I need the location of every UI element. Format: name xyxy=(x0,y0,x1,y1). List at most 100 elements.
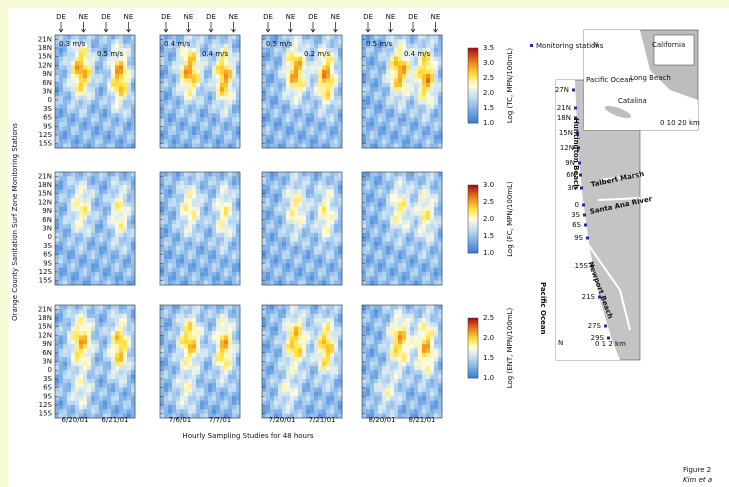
heat-cell xyxy=(386,100,391,105)
heat-cell xyxy=(115,309,120,314)
heat-cell xyxy=(75,117,80,123)
heat-cell xyxy=(290,100,295,105)
heat-cell xyxy=(168,219,173,225)
heat-cell xyxy=(123,113,128,118)
heat-cell xyxy=(123,180,128,186)
heat-cell xyxy=(55,139,60,144)
heat-cell xyxy=(71,309,76,314)
heat-cell xyxy=(99,365,104,371)
heat-cell xyxy=(402,130,407,136)
heat-cell xyxy=(196,69,201,75)
heat-cell xyxy=(418,82,423,88)
heat-cell xyxy=(83,370,88,375)
heat-cell xyxy=(398,271,403,277)
heat-cell xyxy=(262,263,267,268)
station-label: 0 xyxy=(48,366,52,374)
heat-cell xyxy=(394,276,399,281)
heat-cell xyxy=(119,130,124,136)
heat-cell xyxy=(107,374,112,380)
heat-cell xyxy=(111,35,116,40)
heat-cell xyxy=(95,215,100,221)
heat-cell xyxy=(262,258,267,264)
heat-cell xyxy=(99,258,104,264)
heat-cell xyxy=(87,193,92,199)
heat-cell xyxy=(180,143,185,149)
heat-cell xyxy=(212,121,217,127)
heat-cell xyxy=(107,206,112,212)
heat-cell xyxy=(390,211,395,216)
heat-cell xyxy=(188,134,193,140)
heat-cell xyxy=(91,370,96,375)
heat-cell xyxy=(127,87,132,92)
heat-cell xyxy=(103,52,108,58)
heat-cell xyxy=(192,104,197,110)
heat-cell xyxy=(87,104,92,110)
heat-cell xyxy=(274,198,279,203)
heat-cell xyxy=(188,121,193,127)
heat-cell xyxy=(119,365,124,371)
heat-cell xyxy=(131,56,136,62)
heat-cell xyxy=(127,335,132,341)
heat-cell xyxy=(123,228,128,234)
heat-cell xyxy=(71,134,76,140)
heat-cell xyxy=(119,241,124,247)
heat-cell xyxy=(184,117,189,123)
heat-cell xyxy=(438,250,443,255)
heat-cell xyxy=(79,326,84,332)
heat-cell xyxy=(75,331,80,336)
heat-cell xyxy=(306,130,311,136)
heat-cell xyxy=(59,39,64,44)
heat-cell xyxy=(220,113,225,118)
heat-cell xyxy=(208,313,213,319)
heat-cell xyxy=(402,95,407,101)
heat-cell xyxy=(127,95,132,101)
heat-cell xyxy=(164,318,169,323)
heat-cell xyxy=(236,185,241,190)
heat-cell xyxy=(338,198,343,203)
heat-cell xyxy=(430,113,435,118)
heat-cell xyxy=(160,82,165,88)
heat-cell xyxy=(95,391,100,397)
heat-cell xyxy=(71,180,76,186)
heat-cell xyxy=(67,108,72,114)
heat-cell xyxy=(266,228,271,234)
heat-cell xyxy=(91,91,96,97)
heat-cell xyxy=(200,48,205,53)
heat-cell xyxy=(262,139,267,144)
heat-cell xyxy=(111,228,116,234)
heat-cell xyxy=(176,280,181,286)
heat-cell xyxy=(220,126,225,131)
heat-cell xyxy=(176,48,181,53)
heat-cell xyxy=(59,82,64,88)
heat-cell xyxy=(236,65,241,71)
heat-cell xyxy=(115,43,120,49)
heat-cell xyxy=(83,374,88,380)
heat-cell xyxy=(318,276,323,281)
heat-cell xyxy=(180,95,185,101)
heat-cell xyxy=(200,91,205,97)
heat-cell xyxy=(236,313,241,319)
heat-cell xyxy=(164,82,169,88)
heat-cell xyxy=(55,387,60,393)
heat-cell xyxy=(286,65,291,71)
heat-cell xyxy=(176,74,181,79)
heat-cell xyxy=(115,348,120,354)
heat-cell xyxy=(314,193,319,199)
heat-cell xyxy=(310,202,315,208)
heat-cell xyxy=(164,232,169,238)
heat-cell xyxy=(370,95,375,101)
heat-cell xyxy=(310,211,315,216)
heat-cell xyxy=(366,245,371,251)
heat-cell xyxy=(394,87,399,92)
heat-cell xyxy=(115,400,120,406)
heat-cell xyxy=(414,263,419,268)
heat-cell xyxy=(374,121,379,127)
heat-cell xyxy=(266,189,271,195)
heat-cell xyxy=(322,65,327,71)
heat-cell xyxy=(232,322,237,328)
heat-cell xyxy=(236,180,241,186)
heat-cell xyxy=(55,326,60,332)
heat-cell xyxy=(127,280,132,286)
heat-cell xyxy=(67,185,72,190)
heat-cell xyxy=(164,258,169,264)
